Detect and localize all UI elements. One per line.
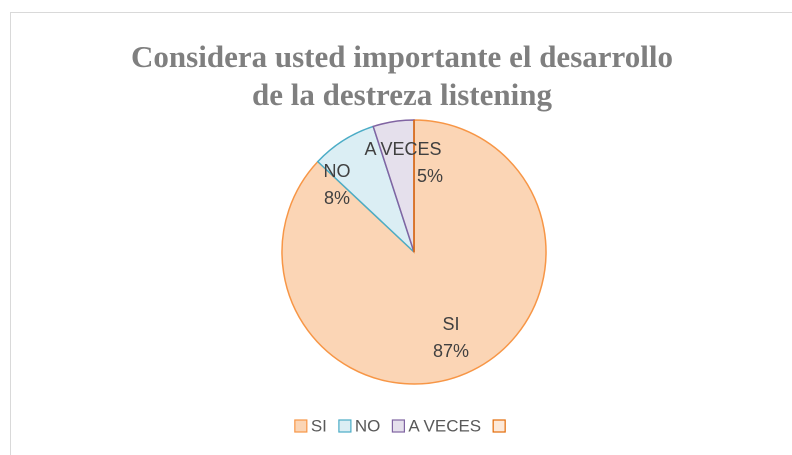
legend-label: NO (355, 416, 381, 435)
data-label-category: A VECES (364, 139, 441, 159)
data-label-category: SI (442, 314, 459, 334)
data-label: 87% (433, 341, 469, 361)
legend-swatch (338, 419, 352, 433)
legend-label: A VECES (408, 416, 481, 435)
legend-swatch (391, 419, 405, 433)
legend-swatch (294, 419, 308, 433)
legend-swatch (492, 419, 506, 433)
chart-title: Considera usted importante el desarrollo (131, 39, 673, 74)
data-label-category: NO (324, 161, 351, 181)
data-label: 5% (417, 166, 443, 186)
data-label: 8% (324, 188, 350, 208)
chart-title: de la destreza listening (252, 77, 552, 112)
legend-label: SI (311, 416, 327, 435)
